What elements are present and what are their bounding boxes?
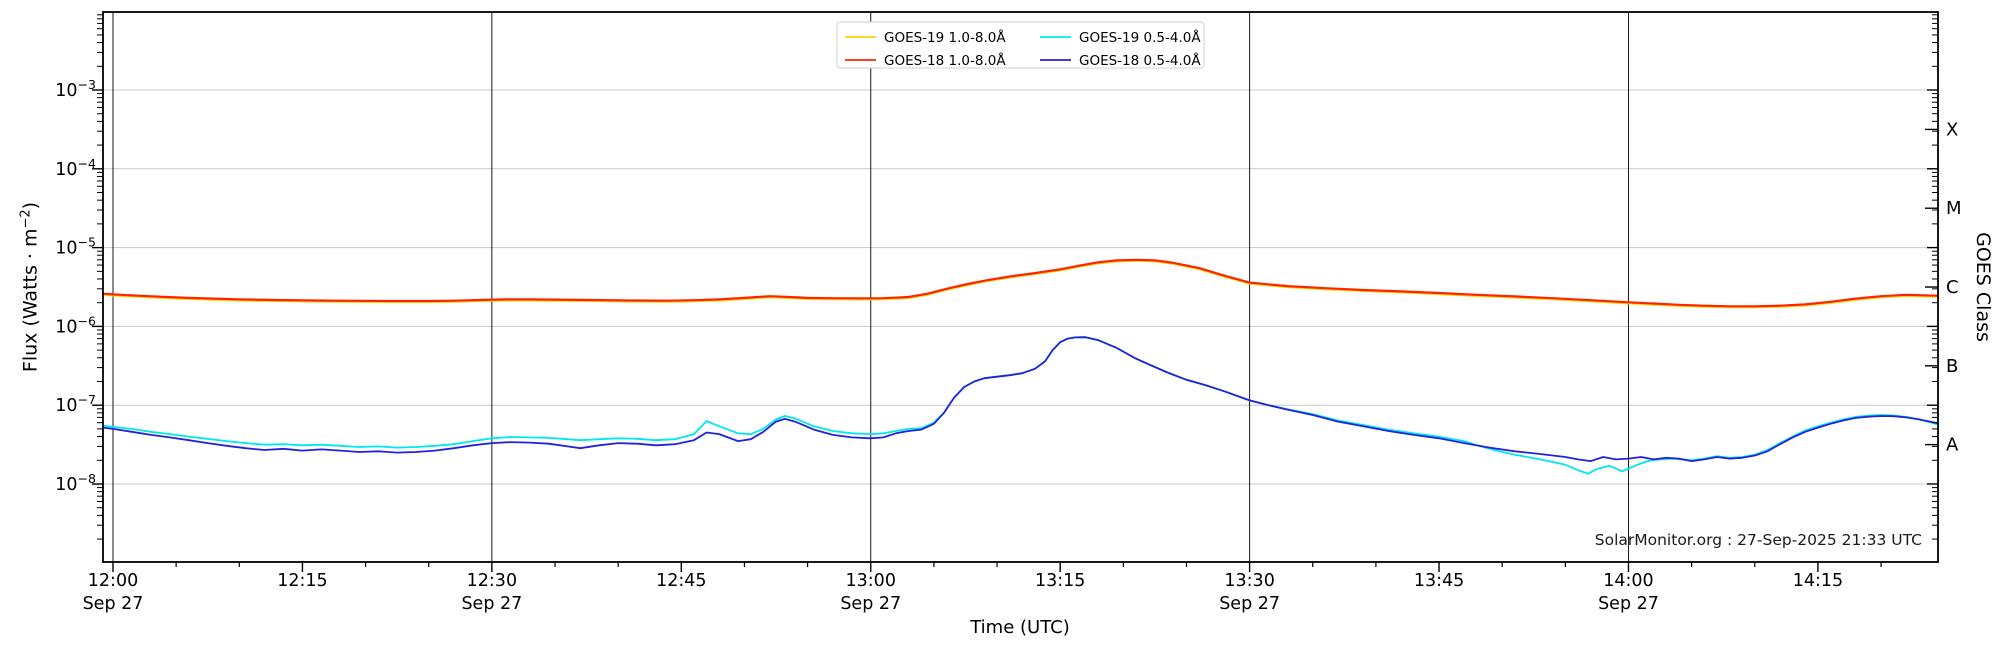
x-tick-label: 13:30 [1224, 571, 1274, 591]
x-tick-label: 12:45 [656, 571, 706, 591]
legend-item-label: GOES-18 0.5-4.0Å [1079, 52, 1201, 69]
x-tick-label: 12:30 [467, 571, 517, 591]
goes-class-letter: B [1946, 356, 1958, 377]
y-tick-label: 10−8 [55, 471, 96, 495]
goes-class-letter: M [1946, 198, 1962, 219]
x-tick-date-label: Sep 27 [1598, 594, 1659, 614]
legend-item-label: GOES-18 1.0-8.0Å [884, 52, 1006, 69]
goes-class-letter: A [1946, 435, 1959, 456]
plot-border [102, 11, 1939, 563]
goes-class-letter: X [1946, 119, 1958, 140]
legend-box [836, 21, 1205, 69]
goes-class-letter: C [1946, 277, 1959, 298]
x-tick-label: 13:00 [846, 571, 896, 591]
x-tick-label: 12:00 [88, 571, 138, 591]
series-line-goes-18-0-5-4-0- [103, 336, 1938, 463]
y-tick-label: 10−4 [55, 156, 96, 180]
series-line-goes-18-1-0-8-0- [103, 258, 1938, 308]
y-tick-label: 10−6 [55, 313, 96, 337]
legend-item-label: GOES-19 0.5-4.0Å [1079, 29, 1201, 46]
x-tick-label: 12:15 [277, 571, 327, 591]
x-tick-label: 14:15 [1793, 571, 1843, 591]
x-tick-label: 13:45 [1414, 571, 1464, 591]
x-tick-date-label: Sep 27 [840, 594, 901, 614]
x-tick-label: 14:00 [1603, 571, 1653, 591]
y-tick-label: 10−3 [55, 77, 96, 101]
x-tick-date-label: Sep 27 [461, 594, 522, 614]
x-axis-title: Time (UTC) [970, 617, 1070, 638]
legend-item-label: GOES-19 1.0-8.0Å [884, 29, 1006, 46]
y-tick-label: 10−5 [55, 235, 96, 259]
x-tick-date-label: Sep 27 [1219, 594, 1280, 614]
x-tick-date-label: Sep 27 [83, 594, 144, 614]
y-tick-label: 10−7 [55, 392, 96, 416]
series-group [103, 258, 1938, 475]
y-axis-title: Flux (Watts · m−2) [18, 201, 42, 373]
right-axis-title: GOES Class [1972, 232, 1994, 342]
x-tick-label: 13:15 [1035, 571, 1085, 591]
source-timestamp-annotation: SolarMonitor.org : 27-Sep-2025 21:33 UTC [1594, 531, 1922, 549]
